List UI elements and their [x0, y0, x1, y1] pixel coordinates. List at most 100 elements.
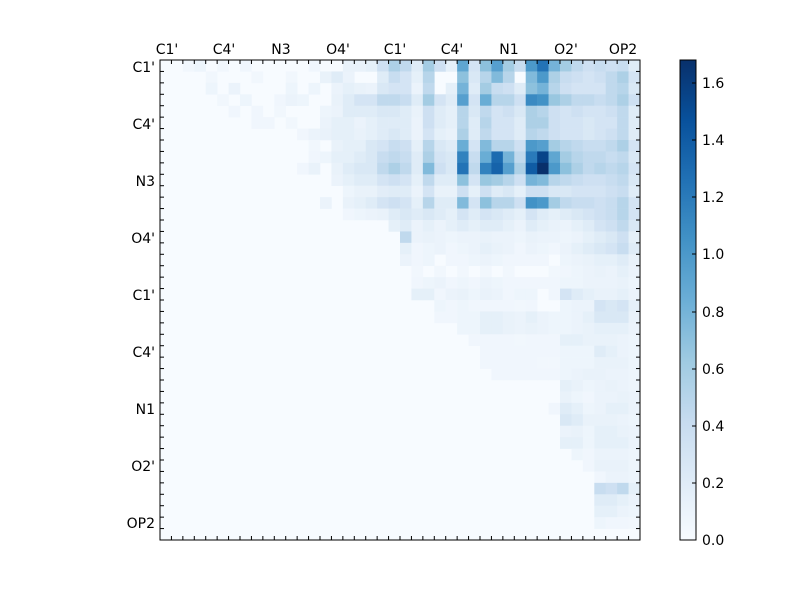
heatmap-cell	[331, 82, 344, 95]
heatmap-cell	[514, 82, 527, 95]
heatmap-cell	[617, 368, 629, 381]
y-tick-label: N3	[136, 174, 155, 190]
heatmap-cell	[491, 82, 504, 95]
heatmap-cell	[457, 60, 469, 72]
heatmap-cell	[308, 151, 321, 164]
heatmap-cell	[468, 174, 481, 187]
x-tick-label: N1	[499, 42, 518, 58]
heatmap-cell	[434, 151, 447, 164]
heatmap-cell	[628, 151, 641, 164]
heatmap-cell	[457, 208, 469, 221]
heatmap-cell	[457, 231, 469, 244]
heatmap-cell	[594, 402, 607, 415]
heatmap-cell	[502, 197, 515, 209]
heatmap-cell	[582, 197, 595, 209]
heatmap-cell	[342, 162, 355, 175]
heatmap-cell	[297, 162, 309, 175]
heatmap-cell	[594, 60, 607, 72]
heatmap-cell	[365, 151, 378, 164]
heatmap-cell	[617, 380, 629, 392]
heatmap-cell	[491, 128, 504, 141]
heatmap-cell	[560, 231, 572, 244]
heatmap-cell	[480, 151, 492, 164]
heatmap-cell	[388, 140, 401, 152]
heatmap-cell	[605, 357, 618, 369]
heatmap-cell	[514, 334, 527, 347]
heatmap-cell	[491, 208, 504, 221]
heatmap-cell	[582, 94, 595, 107]
heatmap-cell	[400, 254, 412, 267]
heatmap-cell	[434, 162, 447, 175]
colorbar-tick-label: 1.6	[702, 76, 724, 92]
heatmap-cell	[571, 277, 584, 289]
heatmap-cell	[605, 471, 618, 484]
heatmap-cell	[422, 220, 435, 232]
heatmap-cell	[571, 288, 584, 301]
heatmap-cell	[400, 174, 412, 187]
heatmap-cell	[582, 242, 595, 255]
heatmap-cell	[571, 265, 584, 278]
heatmap-cell	[571, 231, 584, 244]
heatmap-cell	[582, 105, 595, 118]
heatmap-cell	[388, 220, 401, 232]
heatmap-cell	[582, 220, 595, 232]
heatmap-cell	[582, 254, 595, 267]
heatmap-cell	[548, 402, 561, 415]
heatmap-cell	[582, 71, 595, 84]
heatmap-cell	[480, 117, 492, 129]
heatmap-cell	[571, 334, 584, 347]
heatmap-cell	[560, 288, 572, 301]
heatmap-cell	[571, 60, 584, 72]
heatmap-cell	[411, 162, 424, 175]
heatmap-cell	[560, 322, 572, 335]
heatmap-cell	[582, 380, 595, 392]
heatmap-cell	[194, 60, 207, 72]
heatmap-cell	[422, 162, 435, 175]
heatmap-cell	[514, 185, 527, 198]
heatmap-cell	[571, 71, 584, 84]
heatmap-cell	[377, 208, 389, 221]
x-tick-label: C1'	[156, 42, 179, 58]
heatmap-cell	[628, 414, 641, 427]
heatmap-cell	[594, 471, 607, 484]
heatmap-cell	[605, 334, 618, 347]
heatmap-cell	[457, 242, 469, 255]
heatmap-cell	[628, 517, 641, 529]
heatmap-cell	[617, 242, 629, 255]
heatmap-cell	[514, 105, 527, 118]
heatmap-cell	[548, 151, 561, 164]
heatmap-cell	[331, 71, 344, 84]
heatmap-cell	[400, 197, 412, 209]
heatmap-cell	[628, 71, 641, 84]
heatmap-cell	[491, 220, 504, 232]
heatmap-cell	[251, 105, 264, 118]
heatmap-cell	[468, 288, 481, 301]
heatmap-cell	[411, 117, 424, 129]
heatmap-cell	[365, 197, 378, 209]
heatmap-cell	[480, 60, 492, 72]
heatmap-cell	[445, 254, 458, 267]
heatmap-cell	[331, 94, 344, 107]
heatmap-cell	[411, 71, 424, 84]
heatmap-cell	[594, 151, 607, 164]
heatmap-cell	[582, 414, 595, 427]
heatmap-cell	[525, 220, 538, 232]
heatmap-cell	[457, 311, 469, 324]
heatmap-cell	[445, 185, 458, 198]
heatmap-cell	[605, 94, 618, 107]
heatmap-cell	[628, 368, 641, 381]
heatmap-cell	[411, 60, 424, 72]
heatmap-cell	[342, 185, 355, 198]
heatmap-cell	[308, 128, 321, 141]
heatmap-cell	[605, 60, 618, 72]
heatmap-cell	[468, 277, 481, 289]
heatmap-cell	[514, 94, 527, 107]
heatmap-cell	[628, 254, 641, 267]
heatmap-cell	[502, 220, 515, 232]
heatmap-cell	[560, 128, 572, 141]
heatmap-cell	[571, 242, 584, 255]
heatmap-cell	[342, 208, 355, 221]
heatmap-cell	[502, 105, 515, 118]
heatmap-cell	[251, 117, 264, 129]
heatmap-cell	[582, 357, 595, 369]
